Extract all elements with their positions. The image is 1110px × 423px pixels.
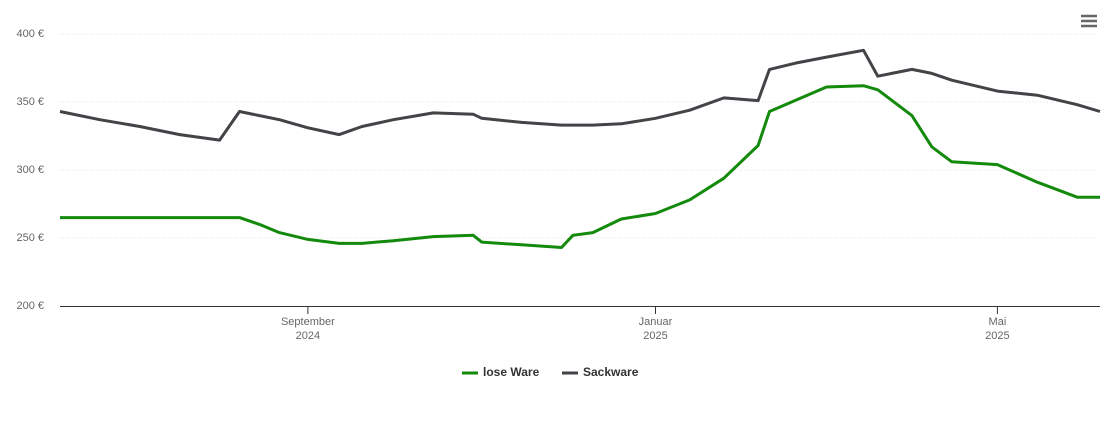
y-tick-label: 200 € xyxy=(16,300,44,312)
menu-icon[interactable] xyxy=(1081,14,1097,28)
x-tick-label: 2025 xyxy=(643,330,667,342)
x-tick-label: Januar xyxy=(639,316,673,328)
legend-label: Sackware xyxy=(583,365,639,379)
legend-item[interactable]: Sackware xyxy=(562,365,639,379)
x-tick-label: 2024 xyxy=(296,330,320,342)
x-tick-label: 2025 xyxy=(985,330,1009,342)
data-line xyxy=(60,84,1100,249)
y-tick-label: 300 € xyxy=(16,164,44,176)
x-tick-label: Mai xyxy=(989,316,1007,328)
y-tick-label: 250 € xyxy=(16,232,44,244)
legend-item[interactable]: lose Ware xyxy=(462,365,540,379)
legend-label: lose Ware xyxy=(483,365,540,379)
data-line xyxy=(59,48,1101,142)
y-tick-label: 350 € xyxy=(16,96,44,108)
y-tick-label: 400 € xyxy=(16,28,44,40)
x-tick-label: September xyxy=(281,316,335,328)
